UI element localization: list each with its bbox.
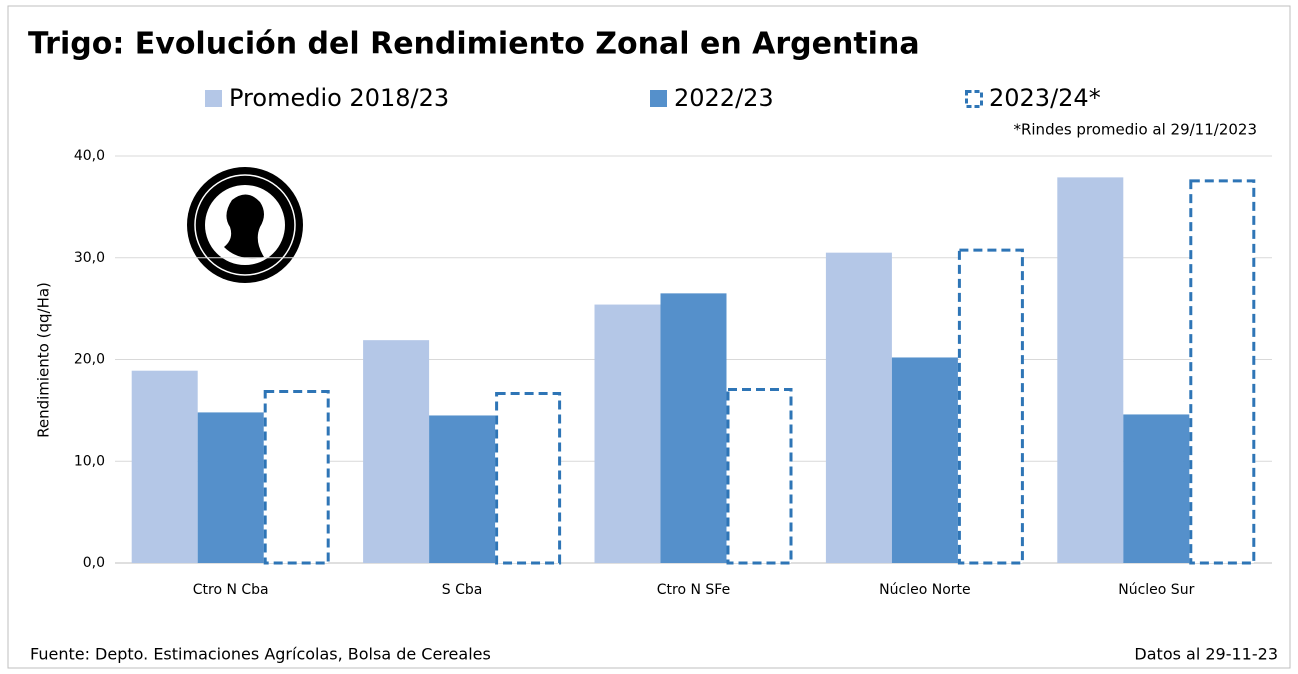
logo (187, 167, 303, 283)
chart-title: Trigo: Evolución del Rendimiento Zonal e… (28, 27, 920, 62)
x-tick-label: Núcleo Sur (1118, 582, 1194, 598)
x-tick-label: Ctro N Cba (193, 582, 269, 598)
legend-marker (965, 90, 983, 108)
y-axis-label: Rendimiento (qq/Ha) (35, 282, 53, 438)
legend-marker (650, 90, 667, 107)
bar (1189, 179, 1256, 565)
x-tick-label: Núcleo Norte (879, 582, 970, 598)
bar (363, 340, 430, 563)
bar (197, 412, 264, 563)
source: Fuente: Depto. Estimaciones Agrícolas, B… (30, 645, 491, 664)
bar (825, 252, 892, 563)
y-tick-label: 10,0 (74, 453, 105, 469)
annotation: *Rindes promedio al 29/11/2023 (1013, 121, 1257, 139)
y-tick-label: 0,0 (83, 555, 105, 571)
bar (263, 390, 330, 565)
legend-label: 2022/23 (674, 84, 774, 112)
date-note: Datos al 29-11-23 (1134, 645, 1278, 664)
bar (1123, 414, 1190, 563)
bar (429, 415, 496, 563)
bar (131, 370, 198, 563)
bar (957, 248, 1024, 565)
bar (891, 357, 958, 563)
bar (726, 387, 793, 565)
bar (495, 392, 562, 565)
bar (594, 304, 661, 563)
y-tick-label: 30,0 (74, 250, 105, 266)
legend-label: Promedio 2018/23 (229, 84, 449, 112)
bar (1057, 177, 1124, 563)
legend-marker (205, 90, 222, 107)
y-tick-label: 40,0 (74, 148, 105, 164)
y-tick-label: 20,0 (74, 352, 105, 368)
bar (660, 293, 727, 563)
legend-label: 2023/24* (989, 84, 1101, 112)
x-tick-label: Ctro N SFe (657, 582, 730, 598)
x-tick-label: S Cba (442, 582, 483, 598)
